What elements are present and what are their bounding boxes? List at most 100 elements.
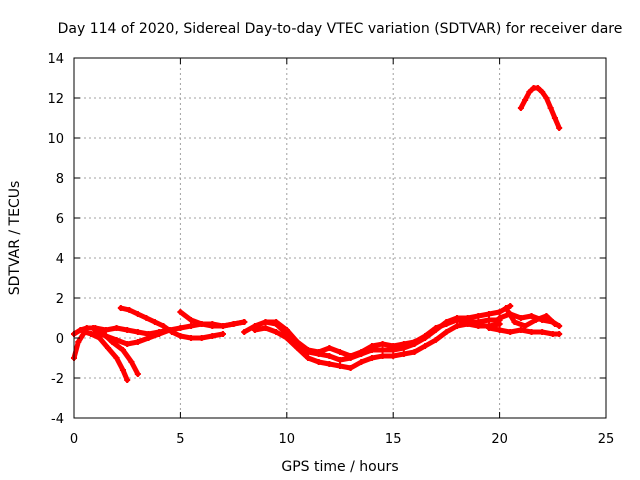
data-point (273, 319, 280, 325)
series-track-j (485, 325, 563, 337)
data-point (188, 323, 195, 329)
series-track-e (92, 327, 173, 347)
series-track-m (517, 85, 563, 131)
data-point (177, 325, 184, 331)
data-point (326, 361, 333, 367)
data-point (113, 325, 120, 331)
data-point (502, 305, 509, 311)
axis-ticks (73, 57, 607, 419)
data-point (188, 335, 195, 341)
data-point (347, 365, 354, 371)
data-point (315, 359, 322, 365)
series-track-h (251, 321, 503, 371)
plot-frame (73, 57, 607, 419)
data-point (294, 339, 301, 345)
data-point (124, 327, 131, 333)
data-point (105, 345, 112, 351)
data-point (379, 353, 386, 359)
data-point (517, 105, 524, 111)
data-point (556, 125, 563, 131)
data-point (390, 343, 397, 349)
data-point (119, 347, 126, 353)
data-point (496, 309, 503, 315)
tick-labels: 0 5 10 15 20 25 -4 -2 0 2 4 6 8 10 12 14 (47, 52, 614, 447)
data-point (547, 105, 554, 111)
series-track-f (177, 309, 248, 329)
data-point (273, 329, 280, 335)
grid (74, 58, 606, 418)
data-point (209, 333, 216, 339)
y-tick-label: 14 (47, 52, 64, 67)
y-axis-label: SDTVAR / TECUs (7, 181, 23, 296)
data-point (326, 345, 333, 351)
data-point (432, 325, 439, 331)
data-point (124, 341, 131, 347)
y-tick-label: 0 (56, 332, 64, 347)
data-point (209, 323, 216, 329)
data-point (528, 313, 535, 319)
data-point (119, 367, 126, 373)
data-point (188, 317, 195, 323)
data-point (532, 317, 539, 323)
data-point (358, 349, 365, 355)
data-point (198, 321, 205, 327)
data-point (177, 333, 184, 339)
data-point (454, 323, 461, 329)
data-point (156, 331, 163, 337)
data-point (102, 327, 109, 333)
x-axis-label: GPS time / hours (281, 459, 398, 475)
data-point (390, 353, 397, 359)
y-tick-label: -4 (51, 412, 64, 427)
data-point (219, 331, 226, 337)
data-point (358, 359, 365, 365)
data-point (117, 305, 124, 311)
data-point (143, 315, 150, 321)
data-point (198, 335, 205, 341)
data-point (454, 317, 461, 323)
data-point (337, 349, 343, 355)
data-point (443, 329, 450, 335)
data-point (496, 315, 503, 321)
data-point (539, 89, 546, 95)
data-point (522, 97, 529, 103)
data-point (475, 319, 482, 325)
data-point (283, 335, 290, 341)
y-tick-label: 8 (56, 172, 64, 187)
data-point (526, 89, 533, 95)
data-point (262, 319, 269, 325)
x-tick-label: 25 (598, 432, 615, 447)
data-point (379, 347, 386, 353)
data-point (92, 329, 99, 335)
data-point (337, 363, 343, 369)
chart-title: Day 114 of 2020, Sidereal Day-to-day VTE… (58, 21, 623, 37)
data-point (102, 333, 109, 339)
data-point (551, 321, 558, 327)
data-point (400, 351, 407, 357)
data-point (368, 355, 375, 361)
data-point (543, 95, 550, 101)
data-point (160, 323, 167, 329)
data-point (400, 341, 407, 347)
data-point (241, 319, 248, 325)
y-tick-label: 6 (56, 212, 64, 227)
data-point (134, 371, 141, 377)
x-tick-label: 10 (279, 432, 296, 447)
data-point (539, 329, 546, 335)
data-point (230, 321, 237, 327)
data-point (432, 337, 439, 343)
data-point (556, 323, 563, 329)
data-point (528, 329, 535, 335)
data-point (485, 317, 492, 323)
data-point (251, 327, 258, 333)
data-point (326, 353, 333, 359)
data-point (443, 321, 450, 327)
data-point (126, 307, 133, 313)
data-point (113, 337, 120, 343)
data-point (315, 349, 322, 355)
data-point (337, 357, 343, 363)
x-tick-label: 0 (70, 432, 78, 447)
data-point (90, 325, 97, 331)
data-point (88, 331, 95, 337)
data-point (124, 377, 131, 383)
data-point (347, 353, 354, 359)
